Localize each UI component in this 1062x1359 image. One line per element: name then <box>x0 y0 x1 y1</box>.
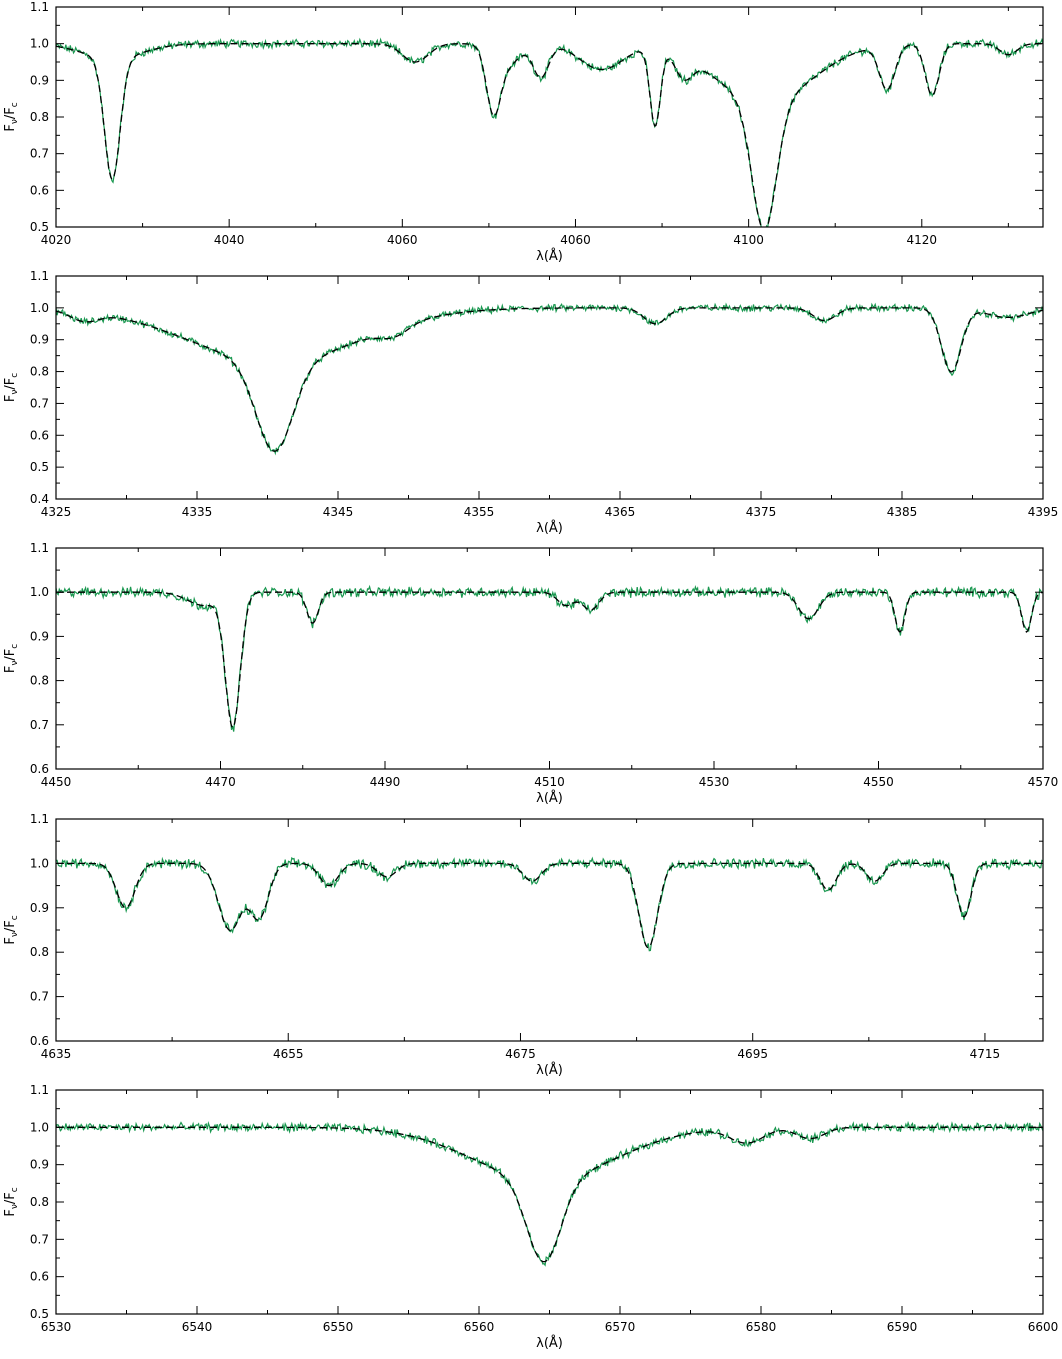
y-tick-label: 0.8 <box>30 365 49 379</box>
x-tick-label: 4060 <box>560 233 591 247</box>
y-tick-label: 0.6 <box>30 1034 49 1048</box>
y-axis-label: Fν/Fc <box>3 1187 20 1216</box>
x-tick-label: 4365 <box>605 505 636 519</box>
y-tick-label: 0.5 <box>30 220 49 234</box>
x-tick-label: 4570 <box>1028 775 1059 789</box>
x-tick-label: 4060 <box>387 233 418 247</box>
x-tick-label: 4100 <box>733 233 764 247</box>
model-spectrum-line <box>56 43 1043 227</box>
observed-spectrum-line <box>56 584 1043 732</box>
y-tick-label: 0.8 <box>30 110 49 124</box>
x-tick-label: 4550 <box>863 775 894 789</box>
y-tick-label: 0.5 <box>30 1307 49 1321</box>
y-tick-label: 0.6 <box>30 183 49 197</box>
x-tick-label: 6530 <box>41 1320 72 1334</box>
observed-spectrum-line <box>56 1120 1043 1267</box>
x-axis-label: λ(Å) <box>536 248 563 264</box>
y-tick-label: 1.0 <box>30 856 49 870</box>
x-tick-label: 4375 <box>746 505 777 519</box>
x-tick-label: 4655 <box>273 1047 304 1061</box>
plot-frame <box>55 6 1044 228</box>
y-tick-label: 1.0 <box>30 37 49 51</box>
y-axis-label: Fν/Fc <box>3 373 20 402</box>
y-tick-label: 0.8 <box>30 674 49 688</box>
y-tick-label: 1.1 <box>30 0 49 14</box>
x-tick-label: 4635 <box>41 1047 72 1061</box>
y-tick-label: 0.5 <box>30 460 49 474</box>
x-tick-label: 4490 <box>370 775 401 789</box>
observed-spectrum-line <box>56 856 1043 952</box>
y-tick-label: 1.1 <box>30 541 49 555</box>
plot-frame <box>55 547 1044 770</box>
x-tick-label: 4470 <box>205 775 236 789</box>
model-spectrum-line <box>56 1126 1043 1263</box>
x-tick-label: 4040 <box>214 233 245 247</box>
y-tick-label: 1.1 <box>30 1083 49 1097</box>
x-axis-label: λ(Å) <box>536 1335 563 1351</box>
chart-panel-3: 4450 4470 4490 4510 4530 4550 4570 0.6 0.7 0.8 0.9… <box>3 541 1058 806</box>
x-tick-label: 4345 <box>323 505 354 519</box>
y-tick-label: 0.9 <box>30 73 49 87</box>
x-tick-label: 4675 <box>505 1047 536 1061</box>
x-tick-label: 4695 <box>737 1047 768 1061</box>
y-tick-label: 0.7 <box>30 1232 49 1246</box>
y-tick-label: 0.4 <box>30 492 49 506</box>
observed-spectrum-line <box>56 302 1043 456</box>
y-tick-label: 1.0 <box>30 585 49 599</box>
x-tick-label: 4450 <box>41 775 72 789</box>
x-tick-label: 4715 <box>970 1047 1001 1061</box>
chart-panel-5: 6530 6540 6550 6560 6570 6580 6590 6600 0.5 0.6 0.… <box>3 1083 1058 1351</box>
x-tick-label: 4530 <box>699 775 730 789</box>
x-tick-label: 6570 <box>605 1320 636 1334</box>
y-tick-label: 0.8 <box>30 1195 49 1209</box>
y-tick-label: 0.7 <box>30 147 49 161</box>
y-axis-label: Fν/Fc <box>3 102 20 131</box>
y-tick-label: 0.6 <box>30 428 49 442</box>
y-tick-label: 0.9 <box>30 333 49 347</box>
y-tick-label: 0.8 <box>30 945 49 959</box>
x-tick-label: 6580 <box>746 1320 777 1334</box>
x-tick-label: 4335 <box>182 505 213 519</box>
x-axis-label: λ(Å) <box>536 1062 563 1078</box>
x-tick-label: 6600 <box>1028 1320 1059 1334</box>
chart-panel-2: 4325 4335 4345 4355 4365 4375 4385 4395 0.4 0.5 0.… <box>3 269 1058 536</box>
chart-panel-1: 4020 4040 4060 4060 4100 4120 0.5 0.6 0.7 0.8 0.9 1… <box>3 0 1044 264</box>
chart-panel-4: 4635 4655 4675 4695 4715 0.6 0.7 0.8 0.9 1.0 1.1 λ(… <box>3 812 1044 1078</box>
x-tick-label: 6560 <box>464 1320 495 1334</box>
x-tick-label: 6590 <box>887 1320 918 1334</box>
y-tick-label: 0.9 <box>30 629 49 643</box>
y-tick-label: 0.6 <box>30 762 49 776</box>
y-tick-label: 0.7 <box>30 718 49 732</box>
x-tick-label: 4510 <box>534 775 565 789</box>
x-tick-label: 4395 <box>1028 505 1059 519</box>
y-tick-label: 0.9 <box>30 1158 49 1172</box>
y-axis-label: Fν/Fc <box>3 644 20 673</box>
y-tick-label: 0.7 <box>30 990 49 1004</box>
x-axis-label: λ(Å) <box>536 790 563 806</box>
plot-frame <box>55 275 1044 500</box>
x-tick-label: 4385 <box>887 505 918 519</box>
y-tick-label: 1.0 <box>30 301 49 315</box>
y-tick-label: 1.0 <box>30 1120 49 1134</box>
model-spectrum-line <box>56 591 1043 729</box>
model-spectrum-line <box>56 862 1043 949</box>
y-tick-label: 0.7 <box>30 396 49 410</box>
x-tick-label: 4355 <box>464 505 495 519</box>
observed-spectrum-line <box>56 37 1043 227</box>
y-tick-label: 0.6 <box>30 1270 49 1284</box>
x-tick-label: 6540 <box>182 1320 213 1334</box>
x-tick-label: 6550 <box>323 1320 354 1334</box>
x-axis-label: λ(Å) <box>536 520 563 536</box>
x-tick-label: 4020 <box>41 233 72 247</box>
plot-frame <box>55 818 1044 1042</box>
y-tick-label: 0.9 <box>30 901 49 915</box>
x-tick-label: 4325 <box>41 505 72 519</box>
y-axis-label: Fν/Fc <box>3 915 20 944</box>
y-tick-label: 1.1 <box>30 269 49 283</box>
model-spectrum-line <box>56 307 1043 452</box>
x-tick-label: 4120 <box>907 233 938 247</box>
plot-frame <box>55 1089 1044 1315</box>
y-tick-label: 1.1 <box>30 812 49 826</box>
